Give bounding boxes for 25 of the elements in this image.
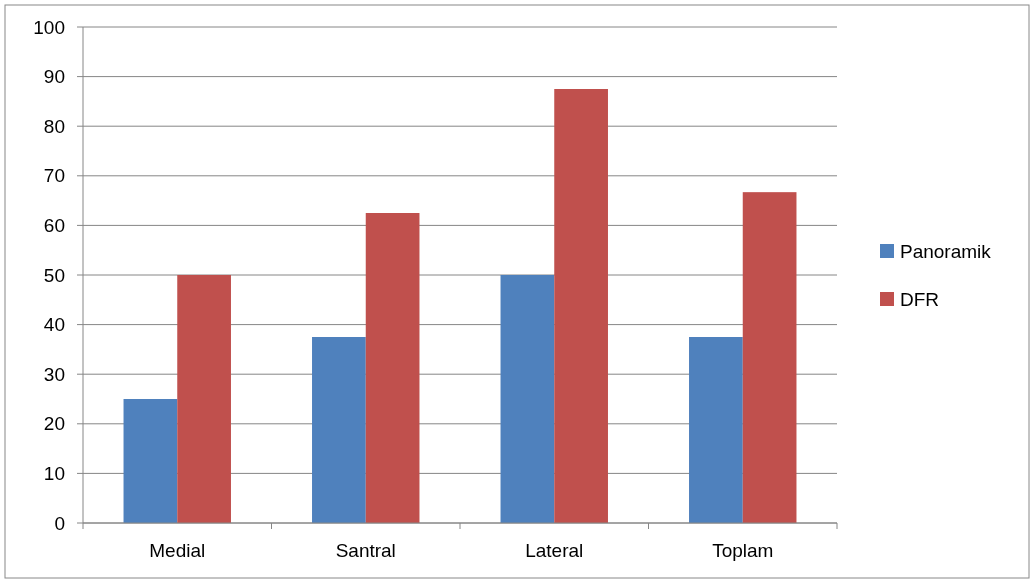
- y-tick-label: 60: [43, 215, 65, 237]
- y-tick-label: 10: [43, 463, 65, 485]
- y-tick-label: 20: [43, 413, 65, 435]
- bar: [312, 337, 366, 523]
- y-tick-label: 100: [33, 16, 65, 38]
- bar: [742, 192, 797, 523]
- y-tick-label: 80: [43, 115, 65, 137]
- y-tick-label: 0: [54, 512, 65, 534]
- bar: [554, 89, 608, 523]
- bar: [365, 213, 420, 523]
- x-tick-label: Medial: [149, 540, 206, 561]
- bar: [177, 275, 231, 523]
- y-tick-label: 70: [43, 165, 65, 187]
- x-tick-label: Toplam: [712, 540, 774, 561]
- y-tick-label: 30: [43, 363, 65, 385]
- y-tick-label: 50: [43, 264, 65, 286]
- y-tick-label: 90: [43, 66, 65, 88]
- legend-label: DFR: [900, 288, 940, 310]
- bar: [123, 399, 178, 523]
- bar: [689, 337, 743, 523]
- y-tick-label: 40: [43, 314, 65, 336]
- legend-label: Panoramik: [900, 240, 992, 262]
- x-tick-label: Santral: [335, 540, 396, 561]
- bar: [500, 275, 555, 523]
- x-tick-label: Lateral: [525, 540, 584, 561]
